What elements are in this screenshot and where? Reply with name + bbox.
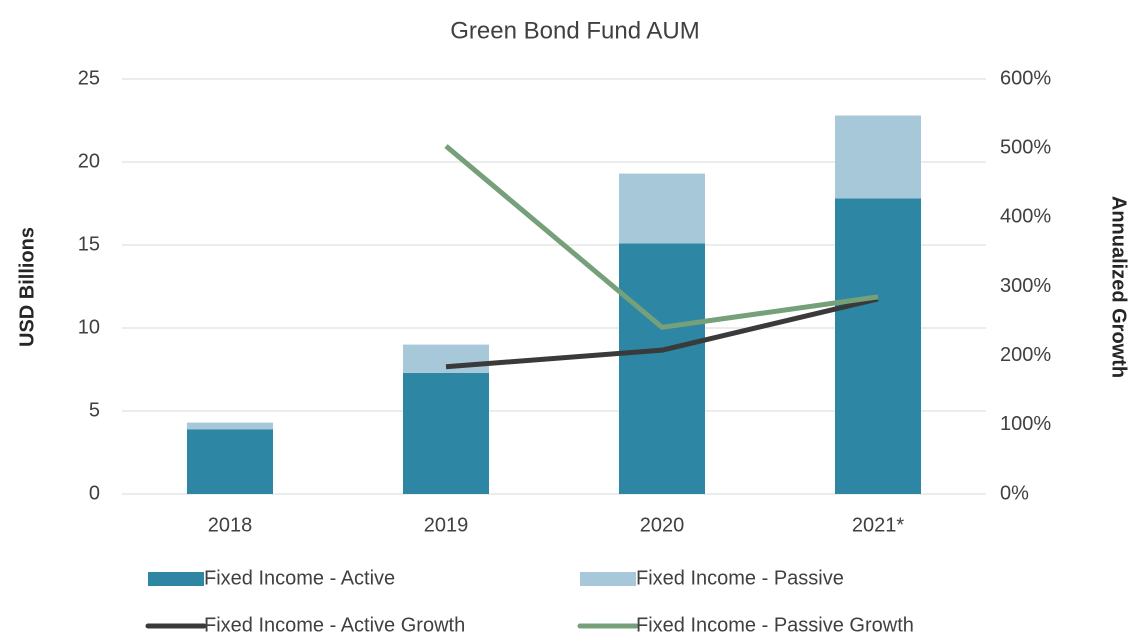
x-tick-label: 2019 (424, 514, 469, 536)
bar-segment (403, 344, 489, 373)
x-tick-label: 2021* (852, 514, 904, 536)
bar-segment (187, 429, 273, 494)
bar-segment (835, 115, 921, 199)
y2-tick-label: 200% (1000, 344, 1051, 366)
y-tick-label: 25 (78, 67, 100, 89)
bar-segment (619, 243, 705, 494)
legend-label: Fixed Income - Passive (636, 567, 844, 589)
line (444, 144, 879, 330)
x-tick-label: 2018 (208, 514, 253, 536)
y2-tick-label: 600% (1000, 67, 1051, 89)
bar-segment (835, 198, 921, 494)
y2-tick-label: 500% (1000, 136, 1051, 158)
bar-segment (619, 173, 705, 244)
y2-tick-label: 300% (1000, 275, 1051, 297)
y2-tick-label: 0% (1000, 482, 1029, 504)
y-tick-label: 20 (78, 150, 100, 172)
y-tick-label: 15 (78, 233, 100, 255)
y-tick-label: 0 (89, 482, 100, 504)
chart-title: Green Bond Fund AUM (450, 17, 699, 44)
y2-tick-label: 400% (1000, 206, 1051, 228)
y-axis-title: USD Billions (16, 227, 38, 347)
y2-tick-label: 100% (1000, 413, 1051, 435)
legend-swatch (148, 572, 204, 586)
y-tick-label: 10 (78, 316, 100, 338)
y2-axis-title: Annualized Growth (1108, 196, 1130, 378)
legend-label: Fixed Income - Active Growth (204, 614, 465, 636)
x-tick-label: 2020 (640, 514, 685, 536)
bar-segment (403, 372, 489, 494)
legend-swatch (580, 572, 636, 586)
line (445, 296, 879, 370)
legend-label: Fixed Income - Passive Growth (636, 614, 914, 636)
bar-segment (187, 422, 273, 430)
legend-label: Fixed Income - Active (204, 567, 395, 589)
y-tick-label: 5 (89, 399, 100, 421)
